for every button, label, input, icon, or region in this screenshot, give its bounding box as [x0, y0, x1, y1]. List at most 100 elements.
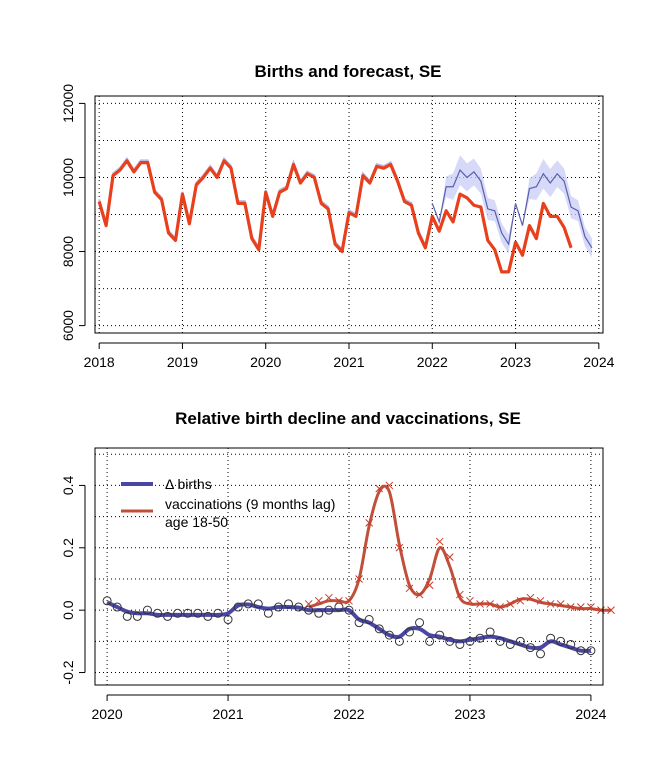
cross-stroke: [405, 584, 414, 593]
births-data-point: [485, 627, 495, 637]
births-data-point: [374, 624, 384, 634]
vaccination-data-point: [355, 575, 363, 583]
cross-stroke: [607, 606, 615, 615]
cross-stroke: [335, 596, 343, 605]
cross-stroke: [576, 603, 585, 611]
vaccination-data-point: [496, 603, 505, 611]
vaccination-data-point: [466, 596, 474, 605]
births-data-point: [213, 608, 223, 618]
births-data-point: [536, 649, 546, 659]
births-data-point: [495, 636, 505, 646]
x-tick-label: 2020: [250, 354, 281, 370]
y-tick-label: 0.0: [60, 600, 76, 620]
births-data-point: [203, 611, 213, 621]
y-tick-label: 12000: [60, 84, 76, 123]
births-data-point: [152, 608, 162, 618]
births-data-point: [556, 636, 566, 646]
vaccination-data-point: [566, 603, 575, 611]
vaccination-data-point: [587, 603, 595, 611]
vaccination-data-point: [456, 590, 464, 599]
vaccination-data-point: [445, 553, 454, 561]
cross-stroke: [395, 543, 404, 552]
vaccination-data-point: [304, 600, 313, 608]
cross-stroke: [546, 600, 555, 608]
vaccination-data-point: [576, 603, 585, 611]
births-data-point: [425, 636, 435, 646]
births-data-point: [284, 599, 294, 609]
births-data-point: [354, 618, 364, 628]
births-data-point: [243, 599, 253, 609]
vaccination-data-point: [314, 596, 323, 605]
x-tick-label: 2019: [167, 354, 198, 370]
births-data-point: [404, 627, 414, 637]
x-tick-label: 2021: [333, 354, 364, 370]
births-data-point: [253, 599, 263, 609]
births-data-point: [415, 618, 425, 628]
cross-stroke: [536, 596, 545, 605]
births-data-point: [132, 611, 142, 621]
births-data-point: [304, 605, 314, 615]
cross-stroke: [304, 600, 313, 608]
births-data-point: [294, 602, 304, 612]
vaccination-data-point: [375, 484, 384, 493]
vaccination-data-point: [516, 596, 525, 605]
observed-births-line: [97, 159, 573, 274]
plot-frame: [94, 95, 604, 334]
vaccination-data-point: [415, 590, 424, 599]
series-points: [102, 481, 615, 659]
births-data-point: [173, 608, 183, 618]
births-data-point: [314, 608, 324, 618]
vaccination-data-point: [335, 596, 343, 605]
cross-stroke: [516, 596, 525, 605]
cross-stroke: [466, 596, 474, 605]
vaccination-data-point: [546, 600, 555, 608]
cross-stroke: [486, 600, 494, 608]
births-data-point: [273, 602, 283, 612]
births-data-point: [525, 643, 535, 653]
cross-stroke: [375, 484, 384, 493]
x-tick-label: 2022: [333, 706, 364, 722]
births-data-point: [586, 646, 596, 656]
x-axis: 2018 2019 2020 2021 2022 2023 2024: [84, 342, 615, 370]
x-tick-label: 2022: [417, 354, 448, 370]
vaccination-data-point: [486, 600, 494, 608]
cross-stroke: [445, 553, 454, 561]
births-data-point: [112, 602, 122, 612]
cross-stroke: [415, 590, 424, 599]
chart-title: Births and forecast, SE: [254, 62, 441, 81]
births-data-point: [445, 636, 455, 646]
legend: Δ births vaccinations (9 months lag) age…: [121, 476, 335, 530]
vaccination-data-point: [506, 600, 515, 608]
y-tick-label: 6000: [60, 310, 76, 341]
births-data-point: [183, 608, 193, 618]
cross-stroke: [385, 481, 394, 490]
births-data-point: [122, 611, 132, 621]
vaccination-data-point: [405, 584, 414, 593]
plot-frame: [94, 447, 604, 686]
series-lines: [97, 156, 593, 274]
births-data-point: [475, 633, 485, 643]
births-forecast-panel: Births and forecast, SE 2018 2019 2020 2021…: [60, 62, 615, 370]
vaccination-data-point: [395, 543, 404, 552]
legend-label-vaccinations: vaccinations (9 months lag): [165, 496, 335, 512]
y-tick-label: 10000: [60, 158, 76, 197]
cross-stroke: [355, 575, 363, 583]
births-data-point: [334, 602, 344, 612]
births-data-point: [364, 615, 374, 625]
cross-stroke: [566, 603, 575, 611]
births-data-point: [193, 608, 203, 618]
vaccination-data-point: [476, 600, 484, 608]
x-tick-label: 2021: [212, 706, 243, 722]
births-data-point: [465, 636, 475, 646]
vaccination-data-point: [425, 581, 434, 590]
cross-stroke: [435, 537, 444, 546]
births-data-point: [566, 639, 576, 649]
y-tick-label: 0.2: [60, 538, 76, 558]
births-data-point: [384, 630, 394, 640]
cross-stroke: [425, 581, 434, 590]
cross-stroke: [456, 590, 464, 599]
cross-stroke: [476, 600, 484, 608]
births-data-point: [233, 602, 243, 612]
vaccination-data-point: [324, 593, 333, 602]
chart-title: Relative birth decline and vaccinations,…: [175, 409, 521, 428]
